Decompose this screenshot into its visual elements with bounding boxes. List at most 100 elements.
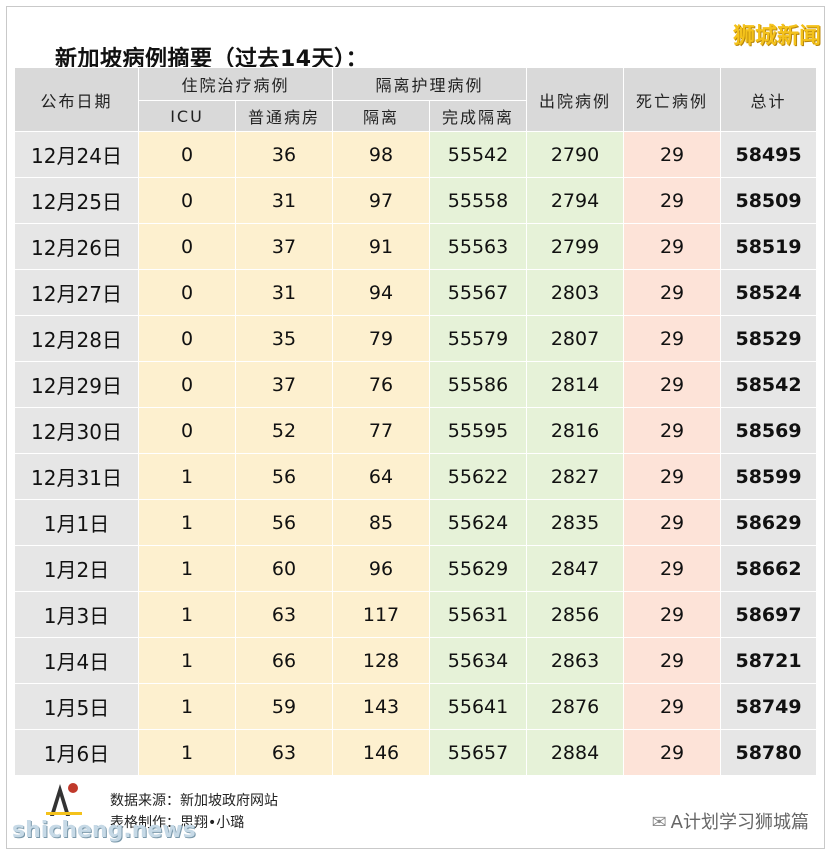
cell-icu: 1 bbox=[138, 591, 236, 638]
cell-isolation-done: 55579 bbox=[429, 315, 528, 362]
cell-deaths: 29 bbox=[623, 315, 722, 362]
cell-total: 58721 bbox=[720, 637, 818, 684]
cell-deaths: 29 bbox=[623, 637, 722, 684]
cell-ward: 56 bbox=[234, 499, 334, 546]
cell-discharged: 2884 bbox=[526, 729, 625, 776]
cell-icu: 1 bbox=[138, 499, 236, 546]
logo-icon bbox=[46, 783, 82, 816]
table-row: 1月1日 1 56 85 55624 2835 29 58629 bbox=[14, 499, 818, 546]
cell-isolation-done: 55631 bbox=[429, 591, 528, 638]
cell-deaths: 29 bbox=[623, 545, 722, 592]
cell-isolation-done: 55558 bbox=[429, 177, 528, 224]
cell-total: 58697 bbox=[720, 591, 818, 638]
cell-total: 58569 bbox=[720, 407, 818, 454]
table-row: 12月30日 0 52 77 55595 2816 29 58569 bbox=[14, 407, 818, 454]
cell-deaths: 29 bbox=[623, 269, 722, 316]
cell-date: 12月26日 bbox=[14, 223, 139, 270]
cell-isolation-done: 55595 bbox=[429, 407, 528, 454]
cell-total: 58529 bbox=[720, 315, 818, 362]
cell-isolation: 79 bbox=[332, 315, 431, 362]
table-row: 12月24日 0 36 98 55542 2790 29 58495 bbox=[14, 131, 818, 178]
cell-ward: 56 bbox=[234, 453, 334, 500]
wechat-account: ✉ A计划学习狮城篇 bbox=[652, 808, 809, 834]
header-ward: 普通病房 bbox=[234, 100, 334, 132]
cell-discharged: 2863 bbox=[526, 637, 625, 684]
cell-isolation-done: 55622 bbox=[429, 453, 528, 500]
cell-total: 58542 bbox=[720, 361, 818, 408]
cell-date: 12月31日 bbox=[14, 453, 139, 500]
cell-date: 12月25日 bbox=[14, 177, 139, 224]
footer-credits: 数据来源：新加坡政府网站 表格制作：思翔•小璐 bbox=[110, 790, 278, 834]
cell-isolation-done: 55567 bbox=[429, 269, 528, 316]
cell-discharged: 2803 bbox=[526, 269, 625, 316]
cell-isolation-done: 55586 bbox=[429, 361, 528, 408]
cell-isolation: 117 bbox=[332, 591, 431, 638]
cell-deaths: 29 bbox=[623, 683, 722, 730]
cell-discharged: 2856 bbox=[526, 591, 625, 638]
table-row: 12月29日 0 37 76 55586 2814 29 58542 bbox=[14, 361, 818, 408]
header-deaths: 死亡病例 bbox=[623, 67, 722, 132]
cell-isolation: 91 bbox=[332, 223, 431, 270]
table-row: 1月3日 1 63 117 55631 2856 29 58697 bbox=[14, 591, 818, 638]
cell-ward: 59 bbox=[234, 683, 334, 730]
brand-watermark: 狮城新闻 bbox=[732, 24, 821, 49]
cell-isolation: 64 bbox=[332, 453, 431, 500]
cell-date: 1月5日 bbox=[14, 683, 139, 730]
table-row: 1月4日 1 66 128 55634 2863 29 58721 bbox=[14, 637, 818, 684]
cell-discharged: 2835 bbox=[526, 499, 625, 546]
table-row: 1月6日 1 63 146 55657 2884 29 58780 bbox=[14, 729, 818, 776]
cell-isolation-done: 55634 bbox=[429, 637, 528, 684]
cell-total: 58519 bbox=[720, 223, 818, 270]
cell-total: 58629 bbox=[720, 499, 818, 546]
table-row: 12月25日 0 31 97 55558 2794 29 58509 bbox=[14, 177, 818, 224]
cell-total: 58524 bbox=[720, 269, 818, 316]
site-watermark: shicheng.news bbox=[12, 818, 196, 843]
cell-date: 1月2日 bbox=[14, 545, 139, 592]
cell-deaths: 29 bbox=[623, 177, 722, 224]
cell-isolation: 76 bbox=[332, 361, 431, 408]
cell-total: 58599 bbox=[720, 453, 818, 500]
cell-ward: 31 bbox=[234, 269, 334, 316]
cell-date: 12月30日 bbox=[14, 407, 139, 454]
table-row: 12月31日 1 56 64 55622 2827 29 58599 bbox=[14, 453, 818, 500]
cell-discharged: 2799 bbox=[526, 223, 625, 270]
cell-total: 58495 bbox=[720, 131, 818, 178]
cell-icu: 1 bbox=[138, 729, 236, 776]
cell-deaths: 29 bbox=[623, 453, 722, 500]
cell-total: 58509 bbox=[720, 177, 818, 224]
cell-discharged: 2827 bbox=[526, 453, 625, 500]
cell-icu: 0 bbox=[138, 407, 236, 454]
cell-isolation: 85 bbox=[332, 499, 431, 546]
cell-icu: 0 bbox=[138, 223, 236, 270]
cell-date: 1月1日 bbox=[14, 499, 139, 546]
cell-date: 12月27日 bbox=[14, 269, 139, 316]
source-text: 数据来源：新加坡政府网站 bbox=[110, 793, 278, 809]
cell-date: 1月3日 bbox=[14, 591, 139, 638]
cell-isolation: 97 bbox=[332, 177, 431, 224]
wechat-account-name: A计划学习狮城篇 bbox=[670, 812, 809, 833]
cell-isolation: 94 bbox=[332, 269, 431, 316]
cell-icu: 0 bbox=[138, 177, 236, 224]
cell-isolation-done: 55657 bbox=[429, 729, 528, 776]
cell-isolation: 143 bbox=[332, 683, 431, 730]
cell-ward: 63 bbox=[234, 591, 334, 638]
header-date: 公布日期 bbox=[14, 67, 139, 132]
cell-isolation: 98 bbox=[332, 131, 431, 178]
cell-discharged: 2876 bbox=[526, 683, 625, 730]
cell-isolation-done: 55542 bbox=[429, 131, 528, 178]
cell-deaths: 29 bbox=[623, 499, 722, 546]
cell-discharged: 2790 bbox=[526, 131, 625, 178]
cell-isolation-done: 55641 bbox=[429, 683, 528, 730]
cell-isolation-done: 55629 bbox=[429, 545, 528, 592]
cell-icu: 0 bbox=[138, 361, 236, 408]
header-discharged: 出院病例 bbox=[526, 67, 625, 132]
header-isolation-done: 完成隔离 bbox=[429, 100, 528, 132]
cell-date: 12月28日 bbox=[14, 315, 139, 362]
cell-total: 58780 bbox=[720, 729, 818, 776]
cell-icu: 1 bbox=[138, 637, 236, 684]
header-hospital-group: 住院治疗病例 bbox=[137, 67, 334, 101]
cell-ward: 66 bbox=[234, 637, 334, 684]
cell-discharged: 2814 bbox=[526, 361, 625, 408]
cell-icu: 1 bbox=[138, 545, 236, 592]
cell-isolation: 128 bbox=[332, 637, 431, 684]
